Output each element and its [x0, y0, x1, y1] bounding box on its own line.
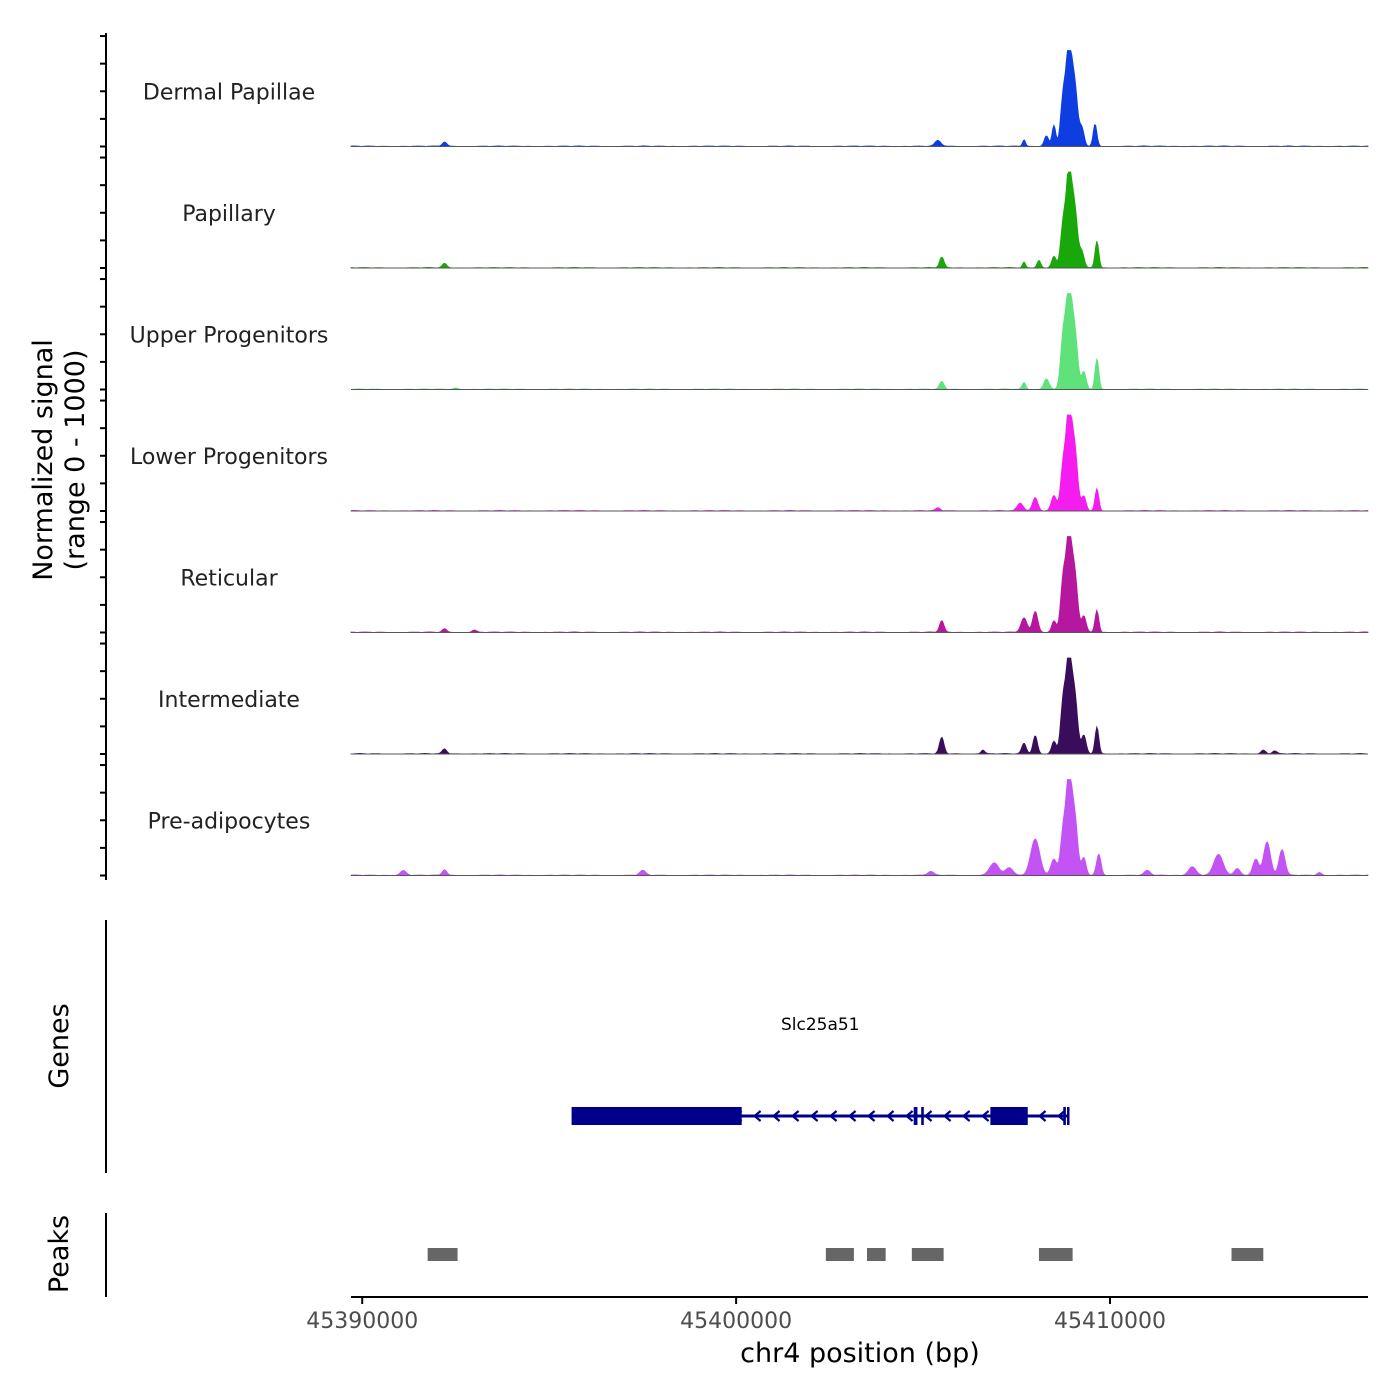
track-label: Lower Progenitors	[130, 445, 328, 470]
coverage-track: Lower Progenitors	[130, 414, 1369, 512]
coverage-area	[350, 171, 1369, 269]
strand-arrow	[828, 1110, 838, 1122]
track-label: Reticular	[180, 567, 278, 592]
coverage-area	[350, 50, 1369, 147]
track-label: Dermal Papillae	[143, 81, 315, 106]
coverage-track: Dermal Papillae	[143, 50, 1369, 147]
coverage-track: Reticular	[180, 536, 1369, 633]
peak-region	[1231, 1248, 1264, 1261]
strand-arrow	[885, 1110, 895, 1122]
strand-arrow	[1037, 1110, 1047, 1122]
x-tick-label: 45400000	[680, 1309, 792, 1334]
coverage-area	[350, 536, 1369, 633]
coverage-track: Papillary	[182, 171, 1369, 269]
peak-region	[825, 1248, 854, 1261]
y-axis-title-line2: (range 0 - 1000)	[60, 350, 91, 571]
x-tick-label: 45410000	[1054, 1309, 1166, 1334]
strand-arrow	[942, 1110, 952, 1122]
peaks-track-label: Peaks	[44, 1215, 75, 1293]
gene-exon	[913, 1107, 918, 1125]
strand-arrow	[790, 1110, 800, 1122]
track-label: Intermediate	[158, 688, 300, 713]
y-axis-title-line1: Normalized signal	[28, 339, 59, 581]
strand-arrow	[771, 1110, 781, 1122]
track-label: Upper Progenitors	[130, 324, 329, 349]
strand-arrow	[980, 1110, 990, 1122]
x-tick-label: 45390000	[306, 1309, 418, 1334]
x-axis-ticks: 45390000 45400000 45410000	[306, 1297, 1166, 1334]
strand-arrow	[1056, 1110, 1066, 1122]
strand-arrow	[866, 1110, 876, 1122]
gene-exon	[571, 1107, 742, 1125]
genes-track-label: Genes	[44, 1003, 75, 1088]
peak-region	[1038, 1248, 1073, 1261]
peaks-track	[427, 1248, 1264, 1261]
gene-name-label: Slc25a51	[781, 1015, 860, 1035]
track-label: Papillary	[182, 202, 276, 227]
coverage-track: Intermediate	[158, 657, 1369, 755]
coverage-y-axis-ticks	[100, 35, 106, 877]
gene-annotation-track: Slc25a51	[571, 1015, 1070, 1125]
strand-arrow	[923, 1110, 933, 1122]
coverage-tracks: Dermal Papillae Papillary Upper Progenitor…	[130, 50, 1369, 876]
coverage-track: Pre-adipocytes	[148, 779, 1369, 876]
gene-exon	[921, 1107, 924, 1125]
gene-exon	[1063, 1107, 1066, 1125]
coverage-area	[350, 779, 1369, 876]
track-label: Pre-adipocytes	[148, 810, 311, 835]
x-axis-title: chr4 position (bp)	[740, 1338, 980, 1369]
strand-arrow	[809, 1110, 819, 1122]
peak-region	[866, 1248, 886, 1261]
coverage-area	[350, 293, 1369, 390]
peak-region	[427, 1248, 458, 1261]
strand-arrow	[961, 1110, 971, 1122]
gene-exon	[990, 1107, 1028, 1125]
coverage-area	[350, 414, 1369, 512]
strand-arrow	[752, 1110, 762, 1122]
y-axis-title: Normalized signal (range 0 - 1000)	[28, 339, 91, 581]
gene-exon	[1067, 1107, 1070, 1125]
coverage-area	[350, 657, 1369, 755]
coverage-track: Upper Progenitors	[130, 293, 1369, 390]
strand-arrow	[904, 1110, 914, 1122]
strand-arrow	[847, 1110, 857, 1122]
peak-region	[911, 1248, 944, 1261]
